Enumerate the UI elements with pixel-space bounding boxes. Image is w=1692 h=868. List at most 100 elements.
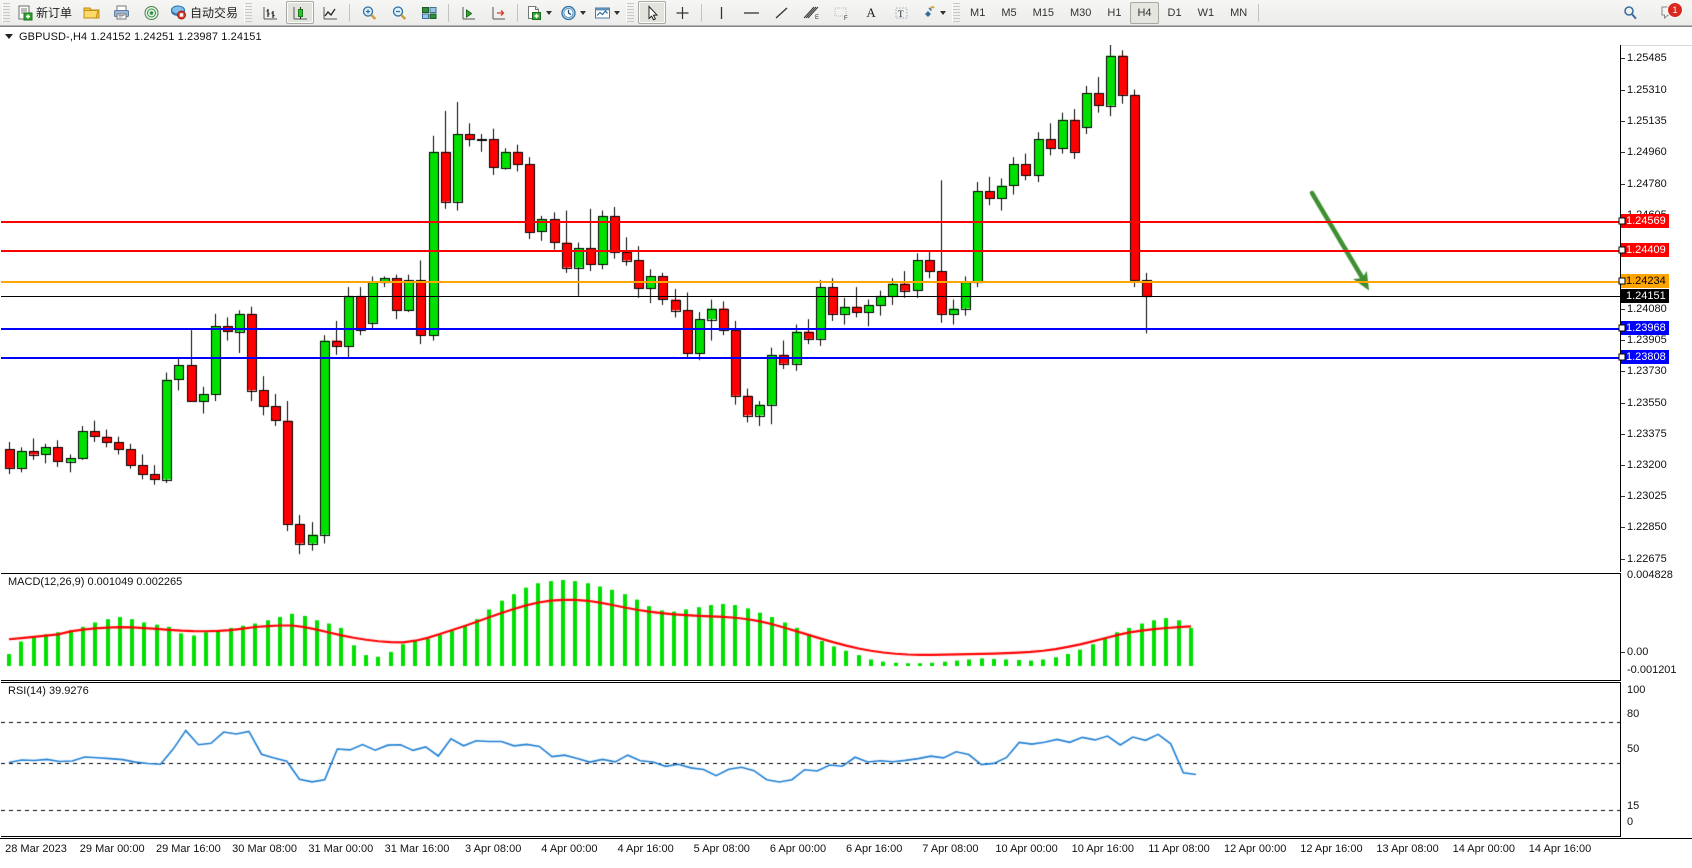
timeframe-group: M1 M5 M15 M30 H1 H4 D1 W1 MN: [963, 1, 1254, 24]
pivot-line[interactable]: [1, 281, 1620, 284]
time-axis[interactable]: 28 Mar 2023 29 Mar 00:00 29 Mar 16:00 30 Ma…: [0, 838, 1692, 868]
price-pane[interactable]: [1, 45, 1621, 572]
time-axis-label: 28 Mar 2023: [5, 843, 67, 855]
chevron-down-icon[interactable]: [546, 10, 553, 15]
new-chart-icon[interactable]: [523, 1, 555, 24]
chart-symbol-bar[interactable]: GBPUSD-,H4 1.24152 1.24251 1.23987 1.241…: [1, 28, 1692, 46]
chevron-down-icon[interactable]: [580, 10, 587, 15]
horizontal-line-icon[interactable]: [737, 1, 765, 24]
chart-tools-grip[interactable]: [244, 3, 253, 22]
line-chart-icon[interactable]: [316, 1, 344, 24]
price-tick-label: 1.25485: [1627, 52, 1667, 65]
price-tick-label: 1.24080: [1627, 302, 1667, 315]
timeframe-h1[interactable]: H1: [1107, 6, 1122, 19]
last-price-line[interactable]: [1, 295, 1620, 297]
navigator-icon[interactable]: [484, 1, 512, 24]
tile-windows-icon[interactable]: [415, 1, 443, 24]
time-axis-label: 14 Apr 16:00: [1528, 843, 1592, 855]
rsi-tick-label: 100: [1627, 684, 1646, 696]
bar-chart-icon[interactable]: [256, 1, 284, 24]
timeframe-m5[interactable]: M5: [1001, 6, 1017, 19]
search-icon[interactable]: [1617, 1, 1645, 24]
price-tick-label: 1.23550: [1627, 396, 1667, 409]
time-axis-label: 6 Apr 16:00: [846, 843, 903, 855]
resistance-line[interactable]: [1, 249, 1620, 252]
timeframe-w1[interactable]: W1: [1197, 6, 1215, 19]
price-tick-mark: [1621, 308, 1625, 310]
time-axis-label: 3 Apr 08:00: [465, 843, 522, 855]
price-tick-label: 1.23025: [1627, 490, 1667, 503]
price-tick-label: 1.23730: [1627, 364, 1667, 377]
timeframe-h4[interactable]: H4: [1130, 1, 1159, 24]
level-drag-handle[interactable]: [1618, 353, 1626, 361]
chevron-down-icon[interactable]: [940, 10, 947, 15]
chevron-down-icon[interactable]: [5, 34, 13, 39]
globe-icon[interactable]: [137, 1, 165, 24]
level-drag-handle[interactable]: [1618, 246, 1626, 254]
price-level-tag[interactable]: 1.24409: [1621, 242, 1669, 257]
notification-count: 1: [1667, 1, 1683, 18]
notification-icon[interactable]: 1: [1655, 1, 1683, 23]
time-axis-label: 31 Mar 00:00: [308, 843, 374, 855]
line-studies-grip[interactable]: [626, 3, 635, 22]
price-level-tag[interactable]: 1.24151: [1621, 288, 1669, 303]
cursor-icon[interactable]: [638, 1, 667, 24]
rsi-tick-label: 15: [1627, 800, 1640, 812]
data-window-icon[interactable]: [454, 1, 482, 24]
fibonacci-icon[interactable]: E: [797, 1, 825, 24]
price-level-tag[interactable]: 1.23968: [1621, 321, 1669, 336]
folder-icon[interactable]: [77, 1, 105, 24]
time-axis-label: 13 Apr 08:00: [1376, 843, 1439, 855]
price-plot[interactable]: [1, 45, 1620, 572]
text-label-icon[interactable]: T: [887, 1, 915, 24]
zoom-out-icon[interactable]: [385, 1, 413, 24]
main-toolbar: 新订单: [0, 0, 1692, 26]
autotrading-button[interactable]: 自动交易: [167, 1, 241, 24]
equidistant-channel-icon[interactable]: F: [827, 1, 855, 24]
timeframe-m30[interactable]: M30: [1070, 6, 1092, 19]
timeframe-d1[interactable]: D1: [1167, 6, 1182, 19]
price-level-tag[interactable]: 1.23808: [1621, 349, 1669, 364]
price-tick-label: 1.24960: [1627, 145, 1667, 158]
price-level-tag[interactable]: 1.24569: [1621, 214, 1669, 229]
trendline-icon[interactable]: [767, 1, 795, 24]
time-axis-label: 4 Apr 16:00: [617, 843, 674, 855]
price-level-tag[interactable]: 1.24234: [1621, 274, 1669, 289]
macd-scale[interactable]: 0.004828 0.00 -0.001201: [1621, 569, 1691, 681]
chevron-down-icon[interactable]: [614, 10, 621, 15]
timeframe-m1[interactable]: M1: [970, 6, 986, 19]
new-order-button[interactable]: 新订单: [14, 1, 75, 24]
price-tick-mark: [1621, 370, 1625, 372]
resistance-line[interactable]: [1, 221, 1620, 224]
rsi-scale[interactable]: 100 80 50 15 0: [1621, 682, 1691, 837]
support-line[interactable]: [1, 328, 1620, 331]
crosshair-icon[interactable]: [668, 1, 696, 24]
support-line[interactable]: [1, 356, 1620, 359]
toolbar-grip[interactable]: [2, 3, 10, 22]
rsi-pane[interactable]: RSI(14) 39.9276: [1, 682, 1621, 837]
objects-icon[interactable]: [917, 1, 949, 24]
candlestick-canvas[interactable]: [1, 45, 1620, 572]
zoom-in-icon[interactable]: [355, 1, 383, 24]
macd-canvas[interactable]: [1, 574, 1620, 680]
timeframe-mn[interactable]: MN: [1230, 6, 1248, 19]
rsi-plot[interactable]: [1, 683, 1620, 836]
macd-tick-label: -0.001201: [1627, 664, 1677, 676]
macd-plot[interactable]: [1, 574, 1620, 680]
text-icon[interactable]: A: [866, 4, 876, 20]
level-drag-handle[interactable]: [1618, 277, 1626, 285]
vertical-line-icon[interactable]: [707, 1, 735, 24]
candlestick-chart-icon[interactable]: [286, 1, 315, 24]
printer-icon[interactable]: [107, 1, 135, 24]
timeframes-grip[interactable]: [952, 3, 961, 22]
rsi-tick-label: 50: [1627, 743, 1640, 755]
level-drag-handle[interactable]: [1618, 324, 1626, 332]
period-icon[interactable]: [557, 1, 589, 24]
time-axis-label: 12 Apr 00:00: [1223, 843, 1287, 855]
rsi-canvas[interactable]: [1, 683, 1620, 836]
templates-icon[interactable]: [591, 1, 623, 24]
price-scale[interactable]: 1.254851.253101.251351.249601.247801.246…: [1618, 45, 1691, 572]
macd-pane[interactable]: MACD(12,26,9) 0.001049 0.002265: [1, 573, 1621, 681]
level-drag-handle[interactable]: [1618, 217, 1626, 225]
timeframe-m15[interactable]: M15: [1032, 6, 1054, 19]
